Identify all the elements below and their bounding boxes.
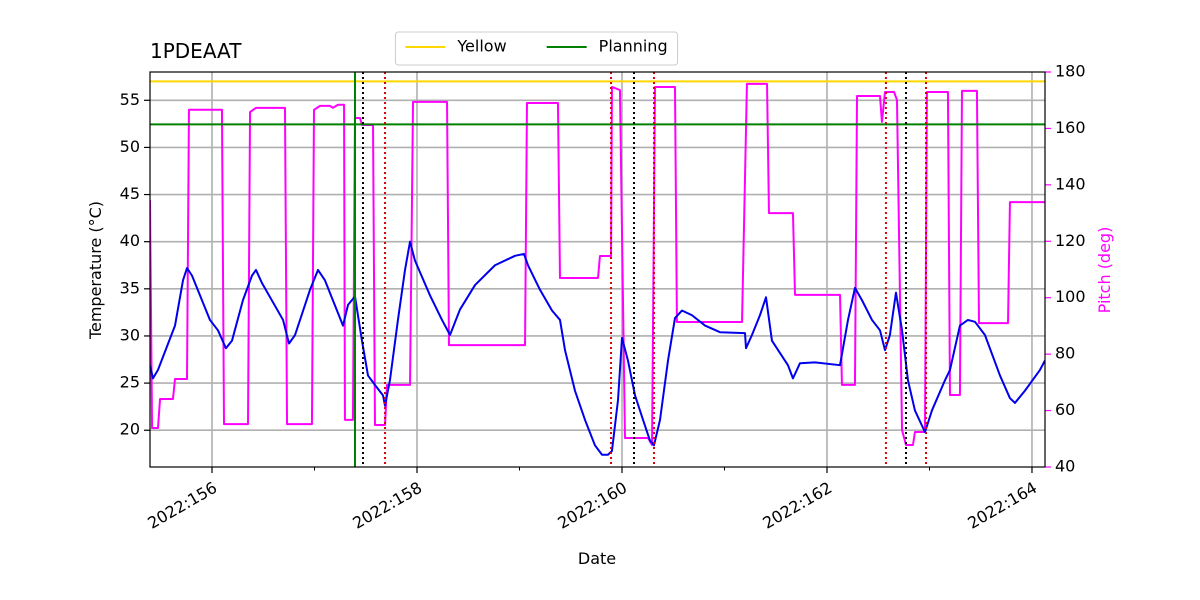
legend-box (394, 31, 679, 66)
x-tick-label: 2022:160 (554, 478, 630, 533)
y-tick-label: 55 (120, 90, 140, 109)
y2-tick-label: 100 (1055, 287, 1086, 306)
x-tick-label: 2022:162 (759, 478, 835, 533)
y2-axis-label: Pitch (deg) (1095, 227, 1114, 314)
y-tick-label: 50 (120, 137, 140, 156)
plot-frame (149, 71, 1046, 468)
x-tick-label: 2022:158 (349, 478, 425, 533)
grid (150, 72, 1045, 467)
y-tick-label: 30 (120, 325, 140, 344)
y-tick-label: 20 (120, 420, 140, 439)
y-tick-label: 45 (120, 184, 140, 203)
y2-tick-label: 160 (1055, 118, 1086, 137)
y2-tick-label: 60 (1055, 400, 1075, 419)
y-tick-label: 35 (120, 278, 140, 297)
y-tick-label: 40 (120, 231, 140, 250)
data-line (150, 240, 1045, 456)
x-axis-label: Date (578, 549, 616, 568)
y-axis-label: Temperature (°C) (86, 201, 105, 340)
y2-tick-label: 180 (1055, 62, 1086, 81)
plot-area (150, 72, 1045, 467)
y2-tick-label: 80 (1055, 344, 1075, 363)
y2-tick-label: 120 (1055, 231, 1086, 250)
y2-tick-label: 140 (1055, 174, 1086, 193)
legend-label: Yellow (456, 37, 506, 56)
y-tick-label: 25 (120, 373, 140, 392)
legend: Yellow Planning (394, 31, 679, 66)
x-tick-label: 2022:156 (144, 478, 220, 533)
y2-tick-label: 40 (1055, 457, 1075, 476)
chart-title: 1PDEAAT (150, 39, 242, 63)
x-tick-label: 2022:164 (964, 478, 1040, 533)
legend-label: Planning (599, 37, 668, 56)
